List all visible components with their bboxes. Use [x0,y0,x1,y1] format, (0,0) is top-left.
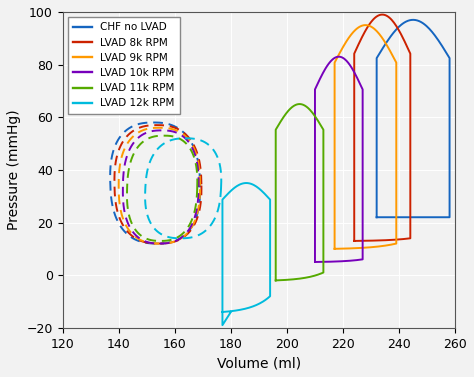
Legend: CHF no LVAD, LVAD 8k RPM, LVAD 9k RPM, LVAD 10k RPM, LVAD 11k RPM, LVAD 12k RPM: CHF no LVAD, LVAD 8k RPM, LVAD 9k RPM, L… [68,17,180,113]
X-axis label: Volume (ml): Volume (ml) [217,356,301,370]
Y-axis label: Pressure (mmHg): Pressure (mmHg) [7,110,21,230]
